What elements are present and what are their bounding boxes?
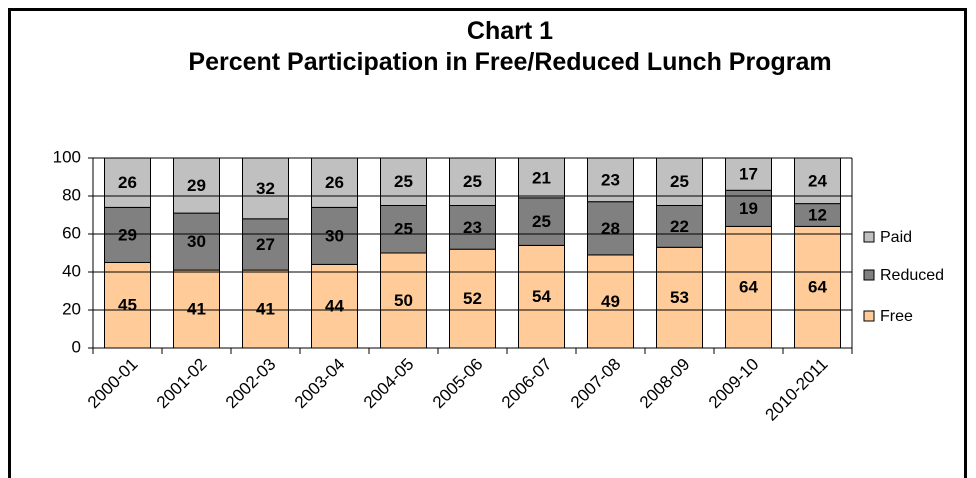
data-label: 23 xyxy=(601,170,620,189)
x-tick-label: 2003-04 xyxy=(291,355,349,413)
data-label: 54 xyxy=(532,287,551,306)
x-tick-label: 2008-09 xyxy=(636,355,694,413)
bar-segment xyxy=(311,157,358,208)
x-tick-label: 2007-08 xyxy=(567,355,625,413)
bar-segment xyxy=(725,225,772,349)
data-label: 23 xyxy=(463,218,482,237)
data-label: 22 xyxy=(670,217,689,236)
x-tick-label: 2000-01 xyxy=(84,355,142,413)
data-label: 30 xyxy=(325,226,344,245)
data-label: 19 xyxy=(739,199,758,218)
bar-segment xyxy=(173,157,220,214)
data-label: 45 xyxy=(118,296,137,315)
data-label: 52 xyxy=(463,289,482,308)
data-label: 25 xyxy=(532,212,551,231)
legend-swatch xyxy=(863,310,875,322)
y-tick-label: 40 xyxy=(62,261,81,280)
data-label: 25 xyxy=(394,220,413,239)
y-tick-label: 0 xyxy=(72,337,81,356)
data-label: 30 xyxy=(187,232,206,251)
data-label: 21 xyxy=(532,168,551,187)
bar-segment xyxy=(656,246,703,349)
x-tick-label: 2002-03 xyxy=(222,355,280,413)
y-tick-label: 80 xyxy=(62,185,81,204)
data-label: 27 xyxy=(256,235,275,254)
bar-segment xyxy=(587,201,634,256)
data-label: 49 xyxy=(601,292,620,311)
legend-label: Free xyxy=(880,308,913,325)
bar-segment xyxy=(518,197,565,246)
data-label: 41 xyxy=(187,300,206,319)
data-label: 25 xyxy=(394,172,413,191)
bar-segment xyxy=(518,244,565,349)
data-label: 24 xyxy=(808,171,827,190)
y-tick-label: 60 xyxy=(62,223,81,242)
data-label: 25 xyxy=(670,172,689,191)
y-tick-label: 20 xyxy=(62,299,81,318)
data-label: 64 xyxy=(739,278,758,297)
bar-segment xyxy=(518,157,565,199)
bar-segment xyxy=(104,206,151,263)
data-label: 32 xyxy=(256,179,275,198)
chart-subtitle: Percent Participation in Free/Reduced Lu… xyxy=(188,48,832,76)
legend-label: Paid xyxy=(880,229,912,246)
legend-label: Reduced xyxy=(880,267,944,284)
bar-segment xyxy=(104,157,151,208)
data-label: 41 xyxy=(256,300,275,319)
data-label: 64 xyxy=(808,278,827,297)
bar-segment xyxy=(725,157,772,191)
legend-swatch xyxy=(863,231,875,243)
x-tick-label: 2005-06 xyxy=(429,355,487,413)
bar-segment xyxy=(449,157,496,206)
data-label: 26 xyxy=(118,173,137,192)
data-label: 12 xyxy=(808,205,827,224)
data-label: 25 xyxy=(463,172,482,191)
legend-swatch xyxy=(863,269,875,281)
bar-segment xyxy=(587,254,634,349)
bar-segment xyxy=(656,205,703,248)
data-label: 26 xyxy=(325,173,344,192)
y-tick-label: 100 xyxy=(53,147,81,166)
bar-segment xyxy=(794,225,841,349)
bar-segment xyxy=(311,263,358,349)
bar-segment xyxy=(380,205,427,254)
x-tick-label: 2010-2011 xyxy=(761,355,831,425)
bar-segment xyxy=(242,157,289,220)
data-label: 44 xyxy=(325,297,344,316)
x-tick-label: 2001-02 xyxy=(153,355,211,413)
data-label: 29 xyxy=(187,176,206,195)
chart-title: Chart 1 xyxy=(466,17,554,45)
data-label: 29 xyxy=(118,225,137,244)
frame xyxy=(8,8,967,478)
x-tick-label: 2006-07 xyxy=(498,355,556,413)
data-label: 53 xyxy=(670,288,689,307)
x-tick-label: 2009-10 xyxy=(705,355,763,413)
bar-segment xyxy=(449,205,496,250)
data-label: 28 xyxy=(601,219,620,238)
data-label: 17 xyxy=(739,165,758,184)
bar-segment xyxy=(587,157,634,203)
x-tick-label: 2004-05 xyxy=(360,355,418,413)
data-label: 50 xyxy=(394,291,413,310)
